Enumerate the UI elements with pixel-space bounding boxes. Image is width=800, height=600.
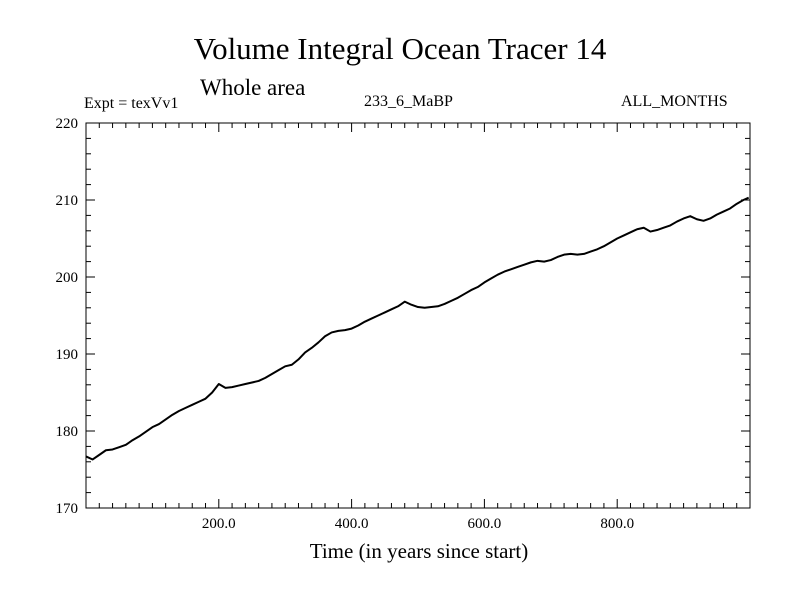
series-line xyxy=(85,196,750,461)
plot-frame xyxy=(85,122,751,509)
axis-tick-labels: 200.0 400.0 600.0 800.0 170 180 190 200 210 220 xyxy=(56,116,635,532)
y-tick-label: 210 xyxy=(56,193,79,209)
chart-subtitle: Whole area xyxy=(200,75,306,100)
y-tick-label: 170 xyxy=(56,501,79,517)
series-group xyxy=(85,196,750,461)
x-tick-label: 200.0 xyxy=(202,516,236,532)
chart-title: Volume Integral Ocean Tracer 14 xyxy=(193,31,607,66)
y-tick-label: 180 xyxy=(56,424,79,440)
y-tick-label: 190 xyxy=(56,347,79,363)
period-label: 233_6_MaBP xyxy=(364,93,453,110)
x-tick-label: 800.0 xyxy=(600,516,634,532)
months-label: ALL_MONTHS xyxy=(621,93,728,110)
x-tick-label: 600.0 xyxy=(468,516,502,532)
axis-ticks xyxy=(86,123,750,508)
y-tick-label: 200 xyxy=(56,270,79,286)
experiment-label: Expt = texVv1 xyxy=(84,95,179,112)
x-tick-label: 400.0 xyxy=(335,516,369,532)
y-tick-label: 220 xyxy=(56,116,79,132)
x-axis-label: Time (in years since start) xyxy=(309,539,529,563)
